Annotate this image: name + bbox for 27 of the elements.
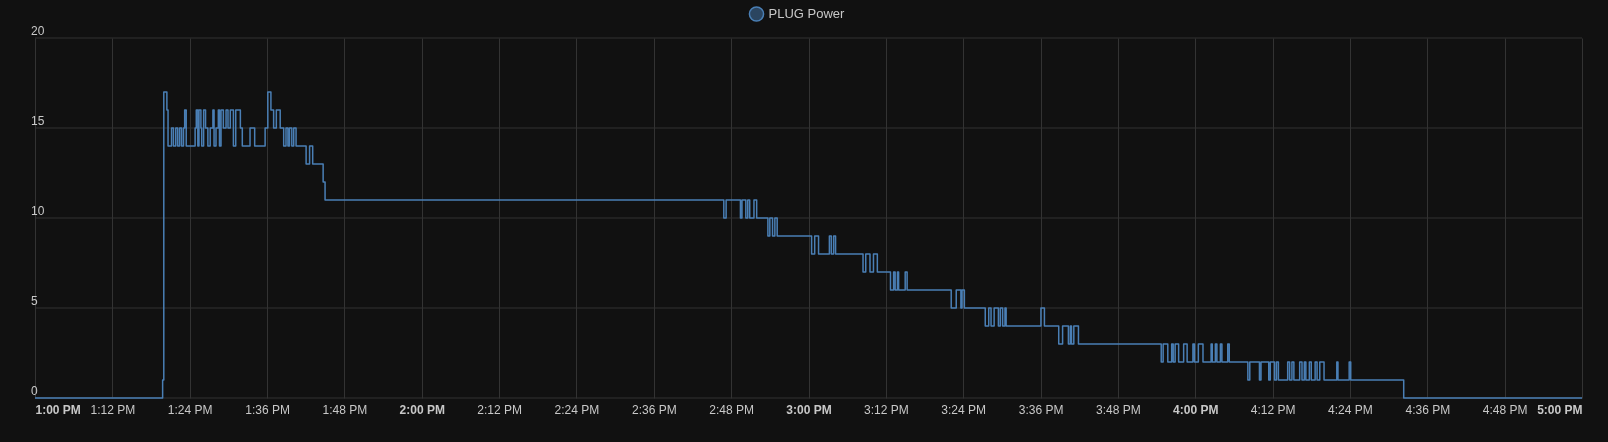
x-tick-label: 1:12 PM bbox=[90, 402, 136, 417]
x-tick-label: 4:48 PM bbox=[1482, 402, 1528, 417]
x-tick-label: 2:00 PM bbox=[399, 402, 445, 417]
y-tick-label: 0 bbox=[31, 384, 38, 398]
x-tick-label: 2:24 PM bbox=[554, 402, 600, 417]
y-tick-label: 10 bbox=[31, 204, 45, 218]
y-tick-label: 5 bbox=[31, 294, 38, 308]
x-tick-label: 5:00 PM bbox=[1537, 402, 1583, 417]
x-tick-label: 2:36 PM bbox=[631, 402, 677, 417]
y-tick-label: 20 bbox=[31, 24, 45, 38]
y-tick-label: 15 bbox=[31, 114, 45, 128]
x-tick-label: 4:36 PM bbox=[1405, 402, 1451, 417]
x-tick-label: 3:48 PM bbox=[1096, 402, 1141, 417]
x-tick-label: 1:00 PM bbox=[35, 402, 81, 417]
legend-label: PLUG Power bbox=[768, 6, 846, 21]
x-tick-label: 4:24 PM bbox=[1328, 402, 1373, 417]
x-tick-label: 4:12 PM bbox=[1250, 402, 1296, 417]
x-tick-label: 1:24 PM bbox=[167, 402, 213, 417]
x-tick-label: 2:12 PM bbox=[477, 402, 522, 417]
x-tick-label: 3:24 PM bbox=[941, 402, 987, 417]
x-tick-label: 2:48 PM bbox=[709, 402, 754, 417]
x-tick-label: 4:00 PM bbox=[1173, 402, 1219, 417]
x-tick-label: 3:12 PM bbox=[864, 402, 909, 417]
x-tick-label: 1:48 PM bbox=[322, 402, 368, 417]
x-tick-label: 1:36 PM bbox=[245, 402, 290, 417]
x-tick-label: 3:00 PM bbox=[786, 402, 832, 417]
x-tick-label: 3:36 PM bbox=[1018, 402, 1064, 417]
